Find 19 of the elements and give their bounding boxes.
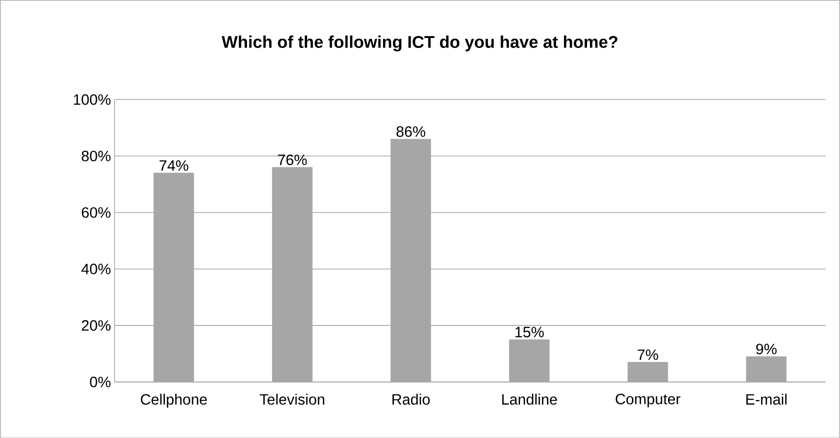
- y-tick-label: 80%: [82, 150, 110, 162]
- data-label: 86%: [396, 126, 426, 137]
- x-tick-label: Cellphone: [140, 394, 207, 408]
- x-tick-label: Radio: [392, 394, 430, 405]
- y-tick-label: 0%: [90, 376, 110, 388]
- y-tick-label: 100%: [74, 94, 110, 105]
- y-tick-label: 60%: [82, 206, 110, 218]
- x-tick-label: Landline: [502, 394, 557, 405]
- x-tick-label: Computer: [616, 394, 680, 408]
- x-tick-label: Television: [260, 394, 324, 405]
- data-label: 9%: [756, 344, 777, 354]
- chart-title: Which of the following ICT do you have at home?: [222, 35, 618, 52]
- data-label: 76%: [278, 154, 307, 165]
- data-label: 7%: [638, 349, 658, 360]
- y-tick-label: 20%: [82, 320, 110, 331]
- x-tick-label: E-mail: [746, 394, 787, 405]
- y-tick-label: 40%: [81, 263, 110, 274]
- data-label: 15%: [515, 326, 544, 338]
- data-label: 74%: [160, 160, 188, 171]
